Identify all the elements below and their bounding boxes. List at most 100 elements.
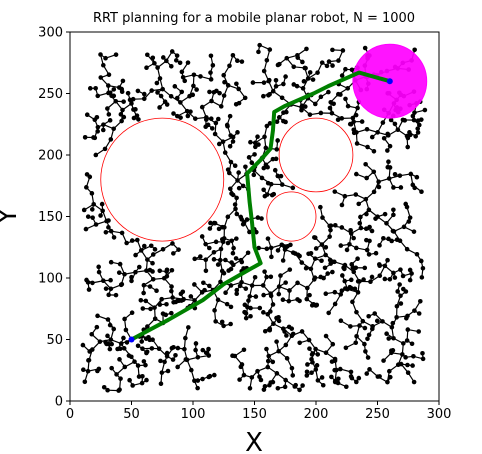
tree-node — [107, 90, 113, 96]
tree-node — [367, 367, 372, 372]
tree-node — [339, 202, 345, 208]
tree-node — [336, 58, 341, 63]
tree-node — [179, 69, 185, 75]
tree-node — [327, 234, 332, 239]
tree-node — [135, 237, 140, 243]
tree-node — [118, 341, 124, 346]
tree-node — [135, 343, 141, 349]
tree-node — [355, 290, 361, 295]
tree-node — [403, 201, 409, 207]
tree-node — [283, 280, 288, 285]
tree-node — [354, 141, 360, 146]
tree-node — [300, 59, 305, 65]
tree-node — [86, 358, 91, 363]
tree-node — [266, 77, 272, 83]
tree-node — [277, 61, 282, 67]
tree-node — [192, 282, 197, 287]
tree-node — [164, 350, 170, 356]
tree-node — [400, 273, 406, 279]
tree-node — [358, 214, 363, 220]
tree-node — [310, 77, 316, 82]
tree-node — [297, 340, 303, 346]
tree-node — [230, 353, 235, 358]
tree-node — [203, 117, 209, 122]
tree-node — [108, 337, 114, 342]
tree-node — [199, 104, 205, 110]
tree-node — [164, 301, 169, 307]
tree-node — [307, 70, 313, 75]
tree-node — [248, 305, 253, 311]
tree-node — [256, 49, 261, 55]
tree-node — [81, 367, 86, 373]
tree-node — [90, 215, 95, 220]
tree-node — [233, 206, 238, 212]
tree-node — [226, 268, 231, 273]
tree-node — [272, 167, 278, 173]
tree-node — [309, 370, 314, 376]
tree-node — [253, 294, 259, 299]
tree-node — [101, 122, 106, 127]
tree-node — [326, 310, 331, 316]
tree-node — [312, 235, 317, 240]
tree-node — [390, 228, 396, 234]
tree-node — [206, 346, 211, 352]
tree-node — [318, 274, 324, 280]
tree-node — [117, 261, 123, 267]
tree-node — [129, 238, 135, 243]
tree-node — [89, 191, 95, 196]
tree-node — [170, 295, 175, 300]
tree-node — [364, 237, 369, 243]
tree-node — [94, 324, 100, 330]
tree-node — [351, 269, 357, 275]
tree-node — [273, 77, 279, 83]
tree-node — [303, 265, 309, 271]
tree-node — [265, 180, 271, 186]
tree-node — [235, 58, 240, 64]
tree-node — [278, 173, 284, 179]
tree-node — [264, 274, 269, 280]
tree-node — [290, 185, 296, 191]
tree-node — [327, 223, 332, 229]
tree-node — [121, 114, 127, 120]
tree-node — [207, 89, 212, 95]
tree-node — [170, 357, 176, 362]
tree-node — [100, 208, 105, 214]
tree-node — [171, 299, 176, 305]
tree-node — [281, 81, 286, 87]
tree-node — [309, 352, 315, 357]
tree-node — [290, 331, 296, 337]
tree-node — [355, 256, 360, 262]
tree-node — [413, 133, 419, 139]
tree-node — [221, 72, 226, 78]
tree-node — [174, 95, 180, 101]
tree-node — [409, 341, 415, 347]
tree-node — [420, 265, 426, 271]
tree-node — [304, 46, 309, 52]
tree-node — [274, 339, 279, 344]
tree-node — [401, 286, 406, 292]
tree-node — [202, 287, 207, 293]
tree-node — [319, 242, 325, 247]
tree-node — [95, 124, 101, 130]
tree-node — [141, 359, 147, 364]
tree-node — [416, 329, 422, 334]
tree-node — [103, 55, 108, 61]
tree-node — [103, 286, 109, 291]
tree-node — [319, 60, 325, 65]
tree-node — [282, 384, 288, 390]
tree-node — [407, 267, 413, 273]
tree-node — [222, 79, 227, 85]
tree-node — [342, 193, 348, 199]
tree-node — [182, 78, 188, 84]
tree-node — [164, 58, 169, 64]
tree-node — [249, 160, 255, 165]
tree-node — [183, 335, 188, 341]
tree-node — [268, 309, 273, 314]
tree-node — [193, 341, 199, 346]
tree-node — [87, 86, 93, 91]
tree-node — [392, 275, 398, 280]
x-tick-label: 0 — [66, 407, 74, 422]
tree-node — [216, 116, 221, 122]
tree-node — [404, 316, 409, 321]
